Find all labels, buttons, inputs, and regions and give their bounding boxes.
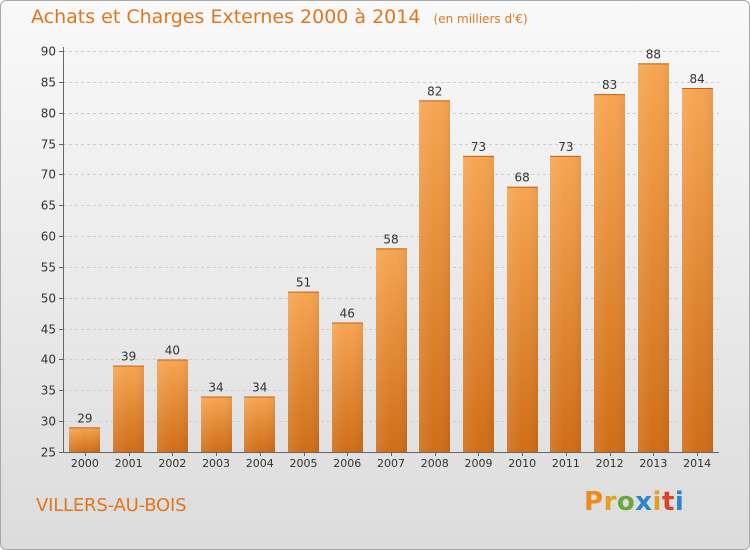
data-label: 68 [515,171,530,185]
x-tick-label: 2014 [683,457,711,470]
brand-logo-letter: P [584,487,604,517]
x-tick-label: 2002 [158,457,186,470]
x-tick-label: 2005 [290,457,318,470]
y-tick-label: 30 [41,415,56,429]
bar-shine [288,291,319,452]
y-tick-label: 75 [41,138,56,152]
bar-shine [201,396,232,452]
y-tick-label: 35 [41,384,56,398]
x-tick-label: 2009 [464,457,492,470]
data-label: 58 [383,232,398,246]
x-tick-label: 2006 [333,457,361,470]
x-tick-label: 2008 [421,457,449,470]
x-tick-label: 2010 [508,457,536,470]
bar-shine [463,155,494,452]
data-label: 88 [646,47,661,61]
data-label: 83 [602,78,617,92]
data-label: 73 [558,140,573,154]
y-tick-label: 80 [41,107,56,121]
city-label: VILLERS-AU-BOIS [36,495,187,516]
bar-shine [69,427,100,452]
data-label: 34 [252,380,267,394]
x-tick-label: 2000 [71,457,99,470]
x-tick-label: 2012 [596,457,624,470]
bar-shine [419,100,450,452]
brand-logo-letter: o [616,487,636,517]
data-label: 73 [471,140,486,154]
brand-logo-letter: r [603,487,617,517]
y-tick-labels: 25 30 35 40 45 50 55 60 65 70 75 80 85 90 [41,45,56,460]
bar-shine [638,63,669,452]
x-tick-label: 2007 [377,457,405,470]
data-label: 29 [77,411,92,425]
bar-shine [157,359,188,452]
data-label: 40 [165,343,180,357]
data-label: 46 [340,306,355,320]
axes [59,47,719,456]
brand-logo: Proxiti [584,487,684,517]
x-tick-label: 2003 [202,457,230,470]
brand-logo-letter: x [635,487,653,517]
title-line: Achats et Charges Externes 2000 à 2014 (… [31,6,528,28]
x-tick-label: 2004 [246,457,274,470]
y-tick-label: 90 [41,45,56,59]
data-label: 39 [121,350,136,364]
bar-shine [507,186,538,452]
y-tick-label: 45 [41,323,56,337]
x-tick-label: 2011 [552,457,580,470]
brand-logo-letter: i [674,487,685,517]
data-label: 84 [689,72,704,86]
bar-shine [332,322,363,452]
chart-subtitle: (en milliers d'€) [433,12,528,26]
y-tick-label: 70 [41,168,56,182]
bar-shine [594,94,625,452]
bars [69,63,713,452]
bar-shine [682,88,713,452]
y-tick-label: 65 [41,199,56,213]
y-tick-label: 40 [41,353,56,367]
x-tick-label: 2001 [115,457,143,470]
y-tick-label: 55 [41,261,56,275]
data-labels: 29 39 40 34 34 51 46 58 82 73 68 73 83 88 84 [77,47,705,425]
y-tick-label: 60 [41,230,56,244]
data-label: 34 [208,380,223,394]
data-label: 51 [296,276,311,290]
brand-logo-letter: i [652,487,662,517]
brand-logo-letter: t [661,487,675,517]
y-tick-label: 50 [41,292,56,306]
data-label: 82 [427,84,442,98]
x-tick-label: 2013 [639,457,667,470]
bar-shine [113,365,144,452]
y-tick-label: 25 [41,446,56,460]
bar-shine [376,248,407,452]
chart-title: Achats et Charges Externes 2000 à 2014 [31,6,421,28]
bar-shine [244,396,275,452]
x-tick-labels: 2000 2001 2002 2003 2004 2005 2006 2007 2008 2009… [71,457,711,470]
bar-shine [550,155,581,452]
y-tick-label: 85 [41,76,56,90]
